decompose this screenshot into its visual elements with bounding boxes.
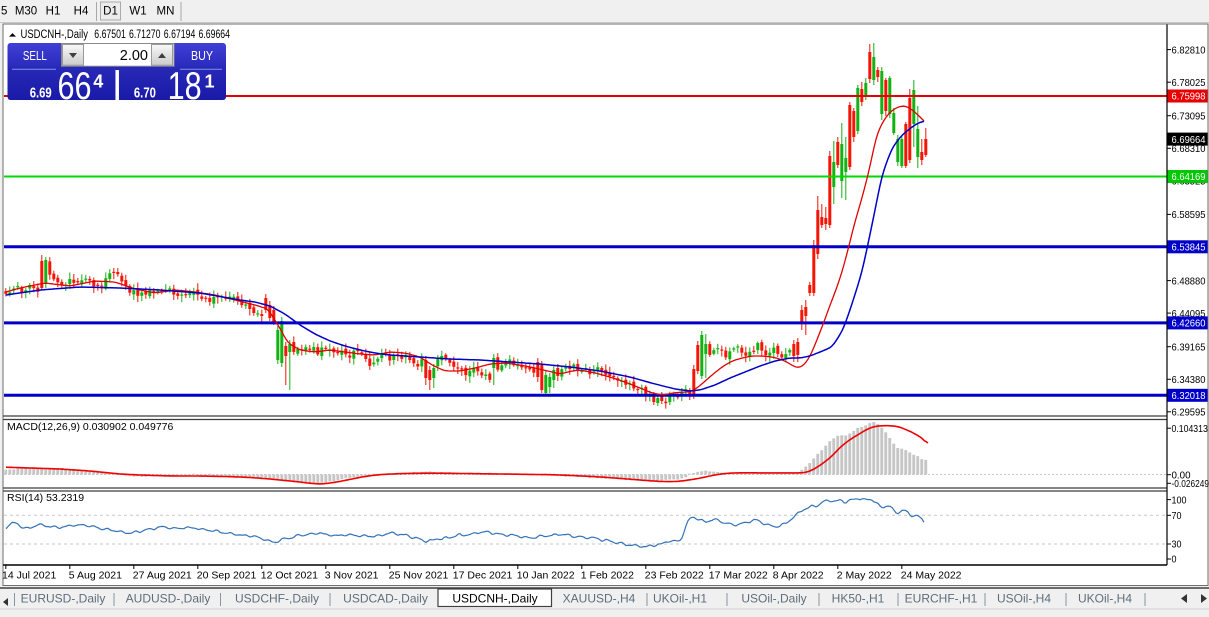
svg-text:6.32018: 6.32018 — [1172, 390, 1206, 402]
svg-text:-0.026249: -0.026249 — [1172, 478, 1209, 490]
svg-text:EURCHF-,H1: EURCHF-,H1 — [905, 592, 978, 606]
svg-text:18: 18 — [168, 65, 202, 108]
svg-text:3 Nov 2021: 3 Nov 2021 — [325, 570, 379, 582]
svg-text:12 Oct 2021: 12 Oct 2021 — [261, 570, 318, 582]
svg-text:6.67194: 6.67194 — [164, 29, 196, 41]
svg-text:25 Nov 2021: 25 Nov 2021 — [389, 570, 449, 582]
svg-text:6.78025: 6.78025 — [1172, 77, 1206, 89]
svg-text:0: 0 — [1172, 554, 1177, 566]
svg-text:RSI(14) 53.2319: RSI(14) 53.2319 — [7, 492, 84, 504]
svg-text:14 Jul 2021: 14 Jul 2021 — [2, 570, 56, 582]
svg-text:USOil-,Daily: USOil-,Daily — [741, 592, 806, 606]
svg-text:BUY: BUY — [191, 49, 214, 63]
svg-text:EURUSD-,Daily: EURUSD-,Daily — [21, 592, 106, 606]
svg-text:UKOil-,H4: UKOil-,H4 — [1078, 592, 1132, 606]
svg-text:USOil-,H4: USOil-,H4 — [997, 592, 1051, 606]
svg-text:4: 4 — [93, 72, 103, 92]
svg-text:USDCNH-,Daily: USDCNH-,Daily — [452, 592, 537, 606]
svg-text:8 Apr 2022: 8 Apr 2022 — [773, 570, 824, 582]
svg-text:23 Feb 2022: 23 Feb 2022 — [645, 570, 704, 582]
svg-text:6.69: 6.69 — [30, 85, 52, 102]
svg-text:6.67501: 6.67501 — [94, 29, 126, 41]
svg-text:6.71270: 6.71270 — [129, 29, 161, 41]
svg-text:100: 100 — [1172, 494, 1187, 506]
svg-text:6.53845: 6.53845 — [1172, 242, 1206, 254]
svg-text:UKOil-,H1: UKOil-,H1 — [653, 592, 707, 606]
svg-text:0.104313: 0.104313 — [1172, 423, 1208, 435]
svg-text:6.64169: 6.64169 — [1172, 171, 1206, 183]
svg-text:AUDUSD-,Daily: AUDUSD-,Daily — [126, 592, 211, 606]
svg-text:17 Dec 2021: 17 Dec 2021 — [453, 570, 513, 582]
svg-text:5: 5 — [1, 6, 7, 18]
svg-text:20 Sep 2021: 20 Sep 2021 — [197, 570, 257, 582]
svg-text:H4: H4 — [74, 6, 89, 18]
svg-text:USDCAD-,Daily: USDCAD-,Daily — [343, 592, 428, 606]
svg-text:MACD(12,26,9) 0.030902 0.04977: MACD(12,26,9) 0.030902 0.049776 — [7, 421, 174, 433]
svg-text:W1: W1 — [129, 6, 146, 18]
svg-text:6.42660: 6.42660 — [1172, 318, 1206, 330]
svg-text:H1: H1 — [46, 6, 61, 18]
svg-text:24 May 2022: 24 May 2022 — [901, 570, 962, 582]
svg-text:6.39165: 6.39165 — [1172, 341, 1206, 353]
svg-text:6.69664: 6.69664 — [199, 29, 231, 41]
svg-text:2.00: 2.00 — [120, 48, 148, 64]
svg-text:M30: M30 — [15, 6, 37, 18]
svg-text:6.29595: 6.29595 — [1172, 407, 1206, 419]
svg-text:HK50-,H1: HK50-,H1 — [832, 592, 885, 606]
svg-text:27 Aug 2021: 27 Aug 2021 — [133, 570, 192, 582]
svg-text:6.34380: 6.34380 — [1172, 374, 1206, 386]
svg-text:30: 30 — [1172, 539, 1182, 551]
svg-text:USDCNH-,Daily: USDCNH-,Daily — [21, 29, 89, 41]
svg-text:6.82810: 6.82810 — [1172, 44, 1206, 56]
svg-text:5 Aug 2021: 5 Aug 2021 — [69, 570, 122, 582]
svg-text:6.58595: 6.58595 — [1172, 209, 1206, 221]
svg-text:6.48880: 6.48880 — [1172, 275, 1206, 287]
svg-text:XAUUSD-,H4: XAUUSD-,H4 — [563, 592, 636, 606]
svg-text:6.70: 6.70 — [134, 85, 156, 102]
svg-text:1 Feb 2022: 1 Feb 2022 — [581, 570, 634, 582]
svg-text:D1: D1 — [103, 6, 118, 18]
svg-text:2 May 2022: 2 May 2022 — [837, 570, 892, 582]
svg-text:70: 70 — [1172, 510, 1182, 522]
svg-text:10 Jan 2022: 10 Jan 2022 — [517, 570, 575, 582]
svg-text:17 Mar 2022: 17 Mar 2022 — [709, 570, 768, 582]
svg-text:66: 66 — [58, 65, 92, 108]
svg-text:6.75998: 6.75998 — [1172, 91, 1206, 103]
svg-text:USDCHF-,Daily: USDCHF-,Daily — [235, 592, 319, 606]
svg-text:6.69664: 6.69664 — [1172, 134, 1206, 146]
svg-text:6.73095: 6.73095 — [1172, 110, 1206, 122]
svg-text:SELL: SELL — [23, 49, 47, 63]
svg-text:MN: MN — [157, 6, 175, 18]
svg-text:1: 1 — [204, 72, 214, 92]
